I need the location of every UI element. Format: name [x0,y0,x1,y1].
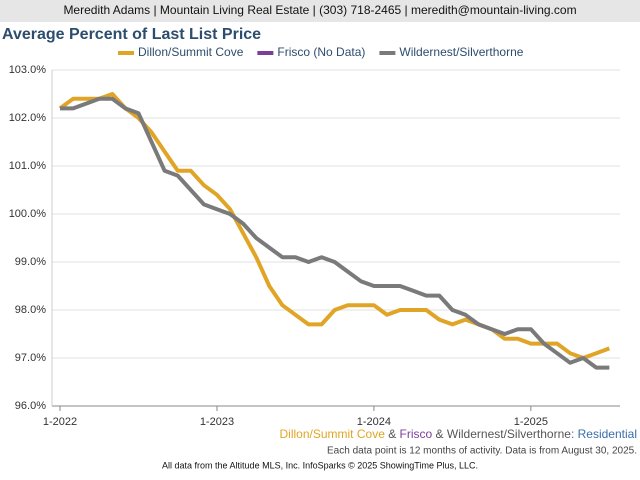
caption-part: : Residential [571,427,637,441]
y-tick-label: 102.0% [9,112,47,124]
legend-label: Frisco (No Data) [277,45,365,59]
caption-part: & [385,427,400,441]
caption-part: Wildernest/Silverthorne [447,427,571,441]
footer: All data from the Altitude MLS, Inc. Inf… [162,460,478,470]
x-tick-label: 1-2022 [43,416,77,428]
x-tick-label: 1-2025 [514,416,548,428]
series-line [58,92,611,360]
y-tick-label: 98.0% [15,304,46,316]
y-tick-label: 99.0% [15,256,46,268]
caption-part: Dillon/Summit Cove [280,427,386,441]
caption-part: & [432,427,447,441]
y-tick-label: 101.0% [9,160,47,172]
x-tick-label: 1-2024 [357,416,391,428]
x-tick-label: 1-2023 [200,416,234,428]
caption: Dillon/Summit Cove & Frisco & Wildernest… [280,427,638,441]
y-tick-label: 96.0% [15,400,46,412]
header-bar [0,0,640,22]
y-tick-label: 103.0% [9,64,47,76]
chart-title: Average Percent of Last List Price [2,26,261,43]
caption-part: Frisco [400,427,433,441]
note: Each data point is 12 months of activity… [327,446,637,457]
legend-label: Dillon/Summit Cove [138,45,244,59]
y-tick-label: 100.0% [9,208,47,220]
header: Meredith Adams | Mountain Living Real Es… [63,3,576,17]
series-line [60,96,610,370]
legend-label: Wildernest/Silverthorne [399,45,523,59]
y-tick-label: 97.0% [15,352,46,364]
